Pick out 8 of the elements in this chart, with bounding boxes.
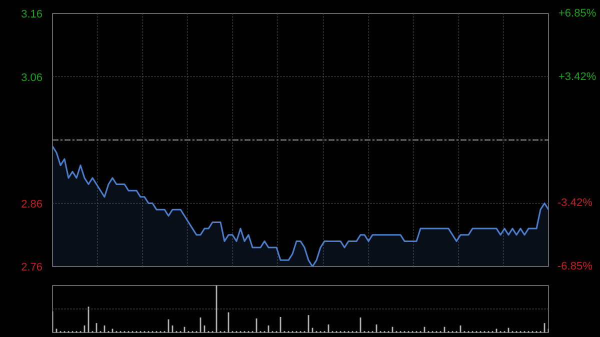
y2-tick-label: +3.42% [558,70,596,83]
y2-tick-label: +6.85% [558,8,596,20]
y-tick-label: 2.76 [21,262,43,274]
y-tick-label: 2.86 [21,198,43,210]
y2-tick-label: -6.85% [558,260,593,272]
y-tick-label: 3.16 [21,8,43,20]
y-tick-label: 3.06 [21,72,43,84]
y2-tick-label: -3.42% [558,197,593,210]
